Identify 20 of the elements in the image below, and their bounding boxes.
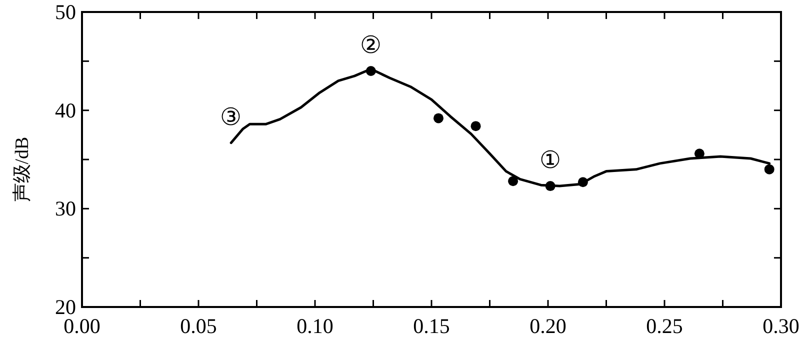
x-tick-label: 0.05 bbox=[180, 314, 217, 338]
point bbox=[764, 164, 774, 174]
x-tick-label: 0.10 bbox=[296, 314, 334, 338]
point bbox=[366, 66, 376, 76]
annotation: ① bbox=[539, 148, 562, 174]
point bbox=[508, 176, 518, 186]
point bbox=[433, 113, 444, 124]
annotation: ② bbox=[360, 33, 382, 59]
x-tick-label: 0.25 bbox=[646, 314, 683, 338]
y-axis-title: 声级/dB bbox=[12, 136, 33, 202]
x-tick-label: 0.20 bbox=[530, 314, 566, 338]
y-tick-label: 40 bbox=[55, 98, 76, 122]
point bbox=[545, 181, 556, 192]
y-tick-label: 50 bbox=[55, 0, 76, 24]
x-tick-label: 0.15 bbox=[413, 314, 450, 338]
y-tick-label: 30 bbox=[55, 196, 76, 221]
point bbox=[470, 121, 481, 132]
annotation: ③ bbox=[220, 104, 242, 131]
point bbox=[578, 177, 588, 188]
x-tick-label: 0.30 bbox=[762, 314, 800, 338]
